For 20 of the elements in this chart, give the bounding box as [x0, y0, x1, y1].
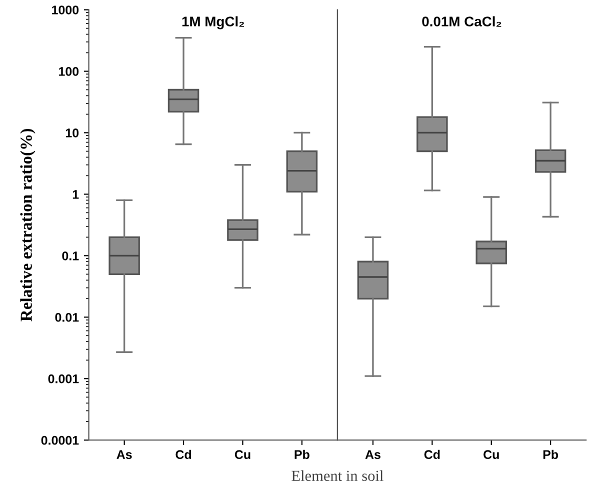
- chart-title: 0.01M CaCl₂: [422, 16, 502, 27]
- y-tick-label: 0.01: [55, 312, 79, 322]
- y-tick-label: 0.001: [48, 374, 79, 384]
- chart-title: 1M MgCl₂: [182, 16, 244, 30]
- x-tick-label: As: [116, 450, 132, 460]
- x-tick-label: Pb: [543, 450, 558, 460]
- y-tick-label: 0.0001: [41, 436, 79, 445]
- x-tick-label: Cu: [234, 450, 250, 460]
- x-tick-label: Cd: [176, 450, 192, 460]
- y-tick-label: 10: [66, 128, 79, 138]
- x-axis-title: Element in soil: [292, 470, 384, 482]
- y-tick-label: 100: [59, 67, 79, 76]
- x-tick-label: Pb: [294, 450, 310, 460]
- y-axis-title: Relative extration ratio(%): [20, 128, 36, 322]
- y-tick-label: 0.1: [62, 251, 79, 260]
- x-tick-label: Cd: [424, 450, 440, 460]
- y-tick-label: 1: [72, 190, 79, 199]
- x-tick-label: Cu: [484, 450, 499, 460]
- y-tick-label: 1000: [52, 6, 79, 14]
- x-tick-label: As: [365, 450, 380, 460]
